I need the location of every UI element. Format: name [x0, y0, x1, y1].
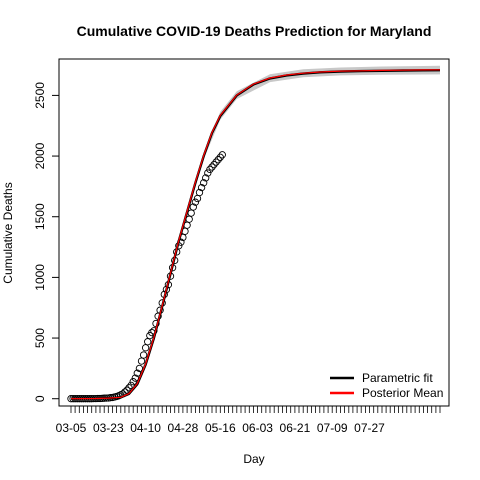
x-tick-label: 05-16: [205, 421, 236, 435]
observed-point: [208, 163, 216, 171]
observed-point: [206, 165, 214, 174]
observed-point: [131, 374, 139, 382]
observed-point: [185, 215, 193, 223]
observed-point: [218, 151, 226, 159]
observed-point: [214, 156, 222, 164]
y-tick-label: 500: [33, 328, 47, 348]
x-tick-label: 03-23: [93, 421, 124, 435]
observed-point: [197, 183, 206, 192]
observed-point: [127, 381, 135, 390]
x-axis-label: Day: [243, 452, 264, 466]
observed-point: [195, 188, 204, 197]
legend-label-parametric-fit: Parametric fit: [362, 371, 433, 385]
y-axis: 0 500 1000 1500 2000 2500: [33, 82, 59, 402]
series-lines-layer: [70, 69, 441, 400]
observed-point: [212, 158, 220, 166]
observed-point: [200, 179, 208, 187]
y-tick-label: 0: [33, 395, 47, 402]
series-line-parametric-fit: [70, 69, 441, 400]
legend: Parametric fit Posterior Mean: [330, 371, 443, 400]
confidence-band: [71, 65, 440, 399]
x-tick-label: 06-21: [280, 421, 311, 435]
y-tick-label: 2500: [33, 82, 47, 109]
observed-point: [141, 344, 150, 352]
chart-title: Cumulative COVID-19 Deaths Prediction fo…: [77, 23, 432, 39]
observed-point: [202, 174, 210, 182]
x-tick-label: 06-03: [242, 421, 273, 435]
x-tick-label: 04-10: [130, 421, 161, 435]
observed-point: [189, 203, 197, 211]
observed-point: [123, 386, 131, 394]
observed-point: [125, 384, 133, 392]
observed-point: [210, 160, 218, 169]
observed-point: [216, 153, 224, 161]
series-line-posterior-mean: [70, 69, 441, 400]
observed-point: [193, 194, 202, 203]
y-tick-label: 1500: [33, 203, 47, 230]
x-tick-label: 07-09: [317, 421, 348, 435]
confidence-band-layer: [71, 65, 440, 399]
observed-point: [135, 364, 144, 373]
observed-point: [129, 378, 137, 386]
legend-label-posterior-mean: Posterior Mean: [362, 386, 443, 400]
x-tick-label: 04-28: [168, 421, 199, 435]
y-axis-label: Cumulative Deaths: [1, 182, 15, 283]
x-tick-label: 07-27: [354, 421, 385, 435]
x-axis: 03-05 03-23 04-10 04-28 05-16 06-03 06-21 07-09…: [56, 406, 441, 435]
observed-point: [139, 351, 148, 359]
observed-point: [144, 338, 152, 346]
observed-point: [191, 198, 200, 206]
plot-frame: [58, 58, 450, 407]
observed-point: [204, 169, 212, 177]
y-tick-label: 2000: [33, 142, 47, 169]
observed-point: [187, 209, 195, 217]
observed-point: [133, 369, 141, 377]
x-tick-label: 03-05: [56, 421, 87, 435]
observed-point: [137, 357, 146, 365]
y-tick-label: 1000: [33, 264, 47, 291]
